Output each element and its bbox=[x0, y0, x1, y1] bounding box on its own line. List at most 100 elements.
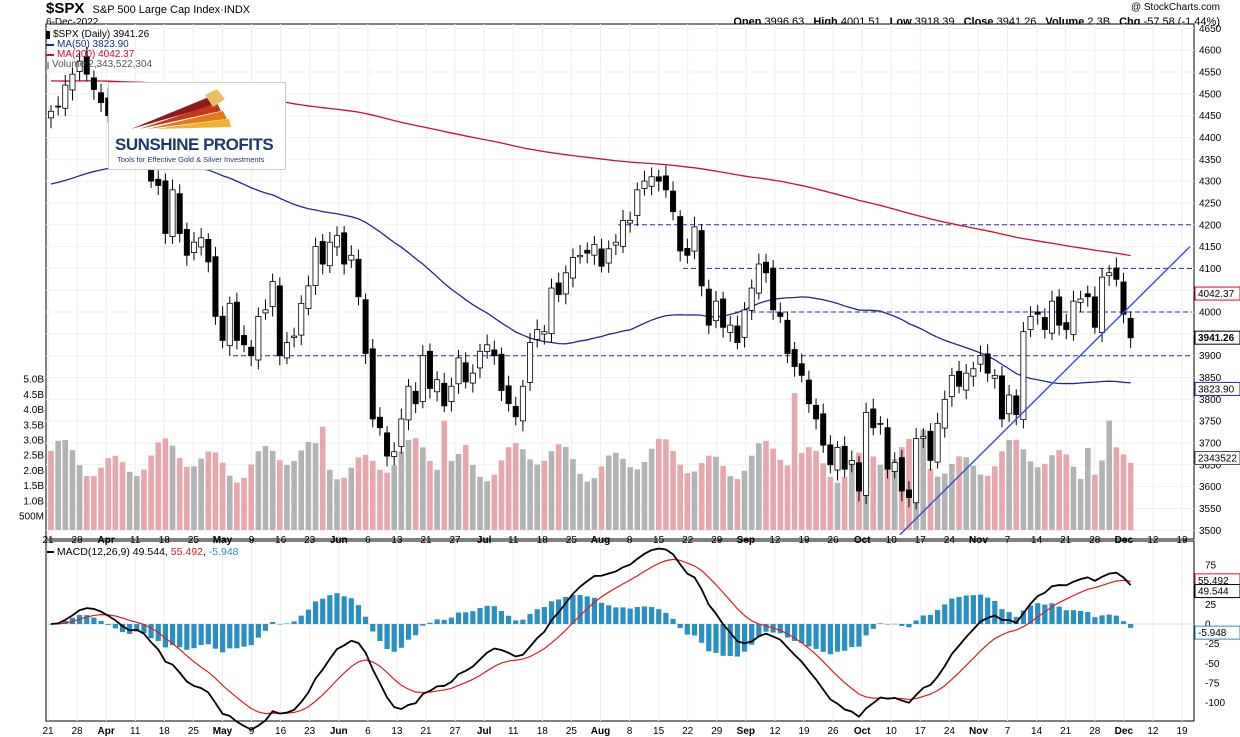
macd-histogram-bar bbox=[169, 624, 176, 646]
volume-bar bbox=[756, 443, 762, 530]
volume-bar bbox=[727, 476, 734, 530]
volume-bar bbox=[126, 471, 133, 530]
candle-body bbox=[326, 241, 333, 267]
candle-body bbox=[834, 446, 841, 471]
x-tick-label: 11 bbox=[508, 535, 519, 546]
candle-body bbox=[476, 350, 483, 369]
volume-bar bbox=[55, 440, 61, 530]
candle-body bbox=[405, 385, 412, 421]
macd-histogram-bar bbox=[341, 596, 347, 624]
macd-histogram-bar bbox=[992, 600, 998, 624]
x-tick-label: 12 bbox=[769, 535, 781, 546]
x-tick-label: 25 bbox=[188, 726, 200, 737]
candle-body bbox=[677, 216, 684, 252]
x-tick-label: 25 bbox=[188, 535, 200, 546]
legend-volume: Volume 2,343,522,304 bbox=[46, 60, 152, 70]
price-tag: 3823.90 bbox=[1198, 384, 1235, 395]
candle-body bbox=[190, 241, 197, 253]
candle-body bbox=[469, 372, 476, 384]
volume-bar bbox=[334, 479, 340, 530]
volume-bar bbox=[219, 462, 226, 530]
macd-histogram-bar bbox=[212, 624, 219, 649]
volume-bar bbox=[999, 451, 1005, 530]
volume-bar bbox=[98, 467, 104, 530]
candle-body bbox=[212, 256, 219, 317]
macd-tick-label: 25 bbox=[1205, 600, 1217, 611]
macd-histogram-bar bbox=[884, 624, 891, 625]
volume-bar bbox=[377, 469, 383, 530]
candle-body bbox=[319, 241, 326, 265]
x-tick-label: 26 bbox=[828, 535, 840, 546]
macd-histogram-bar bbox=[820, 624, 826, 652]
candle-body bbox=[1049, 300, 1056, 334]
macd-histogram-bar bbox=[870, 624, 876, 629]
macd-histogram-bar bbox=[205, 624, 211, 645]
macd-histogram-bar bbox=[1106, 614, 1112, 624]
macd-histogram-bar bbox=[184, 624, 190, 650]
candle-body bbox=[298, 302, 305, 336]
macd-tag: 49.544 bbox=[1198, 587, 1229, 598]
macd-histogram-bar bbox=[1092, 617, 1098, 624]
y-tick-label: 4500 bbox=[1199, 89, 1222, 100]
macd-histogram-bar bbox=[977, 594, 984, 624]
x-tick-label: 28 bbox=[72, 535, 84, 546]
volume-bar bbox=[677, 464, 683, 530]
volume-tick-label: 4.5B bbox=[23, 390, 44, 401]
x-tick-label: 19 bbox=[798, 726, 810, 737]
x-tick-label: 12 bbox=[769, 726, 781, 737]
macd-histogram-bar bbox=[284, 623, 290, 624]
macd-histogram-bar bbox=[105, 624, 111, 625]
candle-body bbox=[770, 267, 777, 311]
volume-bar bbox=[327, 469, 333, 530]
macd-histogram-bar bbox=[398, 624, 404, 648]
x-tick-label: Apr bbox=[98, 726, 115, 737]
volume-bar bbox=[541, 460, 548, 530]
candle-body bbox=[233, 301, 240, 341]
macd-histogram-bar bbox=[434, 619, 440, 624]
volume-bar bbox=[534, 464, 540, 530]
x-tick-label: 24 bbox=[944, 726, 956, 737]
macd-histogram-bar bbox=[935, 610, 941, 624]
volume-bar bbox=[312, 443, 319, 530]
x-tick-label: 29 bbox=[711, 535, 723, 546]
macd-histogram-bar bbox=[741, 624, 748, 652]
macd-histogram-bar bbox=[327, 595, 333, 624]
x-tick-label: 9 bbox=[249, 726, 255, 737]
volume-bar bbox=[1049, 455, 1055, 530]
candle-body bbox=[784, 319, 791, 354]
volume-bar bbox=[806, 447, 812, 530]
macd-tick-label: -25 bbox=[1205, 639, 1220, 650]
macd-histogram-bar bbox=[1113, 615, 1119, 624]
candle-body bbox=[705, 288, 712, 326]
candle-body bbox=[384, 432, 391, 457]
candle-body bbox=[1041, 317, 1048, 330]
candle-body bbox=[1013, 395, 1020, 416]
price-tag-box bbox=[1194, 451, 1240, 465]
x-tick-label: Dec bbox=[1115, 726, 1134, 737]
y-tick-label: 4250 bbox=[1199, 198, 1222, 209]
x-tick-label: 13 bbox=[391, 535, 403, 546]
macd-histogram-bar bbox=[777, 624, 783, 634]
macd-histogram-bar bbox=[842, 624, 848, 651]
macd-histogram-bar bbox=[763, 624, 769, 632]
candle-body bbox=[1127, 317, 1134, 339]
volume-bar bbox=[455, 453, 462, 530]
volume-bar bbox=[1092, 474, 1098, 530]
volume-bar bbox=[584, 481, 591, 530]
volume-bar bbox=[91, 476, 97, 530]
x-tick-label: 28 bbox=[72, 726, 84, 737]
candle-body bbox=[1077, 298, 1084, 303]
candle-body bbox=[448, 385, 455, 403]
macd-tag-box bbox=[1194, 584, 1240, 599]
candle-body bbox=[441, 382, 448, 407]
candle-body bbox=[276, 285, 283, 357]
volume-bar bbox=[827, 476, 834, 530]
logo-tagline: Tools for Effective Gold & Silver Invest… bbox=[117, 155, 265, 164]
x-tick-label: 8 bbox=[627, 535, 633, 546]
macd-histogram-bar bbox=[427, 622, 433, 624]
volume-bar bbox=[691, 471, 698, 530]
volume-bar bbox=[798, 452, 805, 530]
macd-histogram-bar bbox=[177, 624, 183, 648]
volume-bar bbox=[498, 460, 505, 530]
volume-bar bbox=[284, 465, 290, 530]
